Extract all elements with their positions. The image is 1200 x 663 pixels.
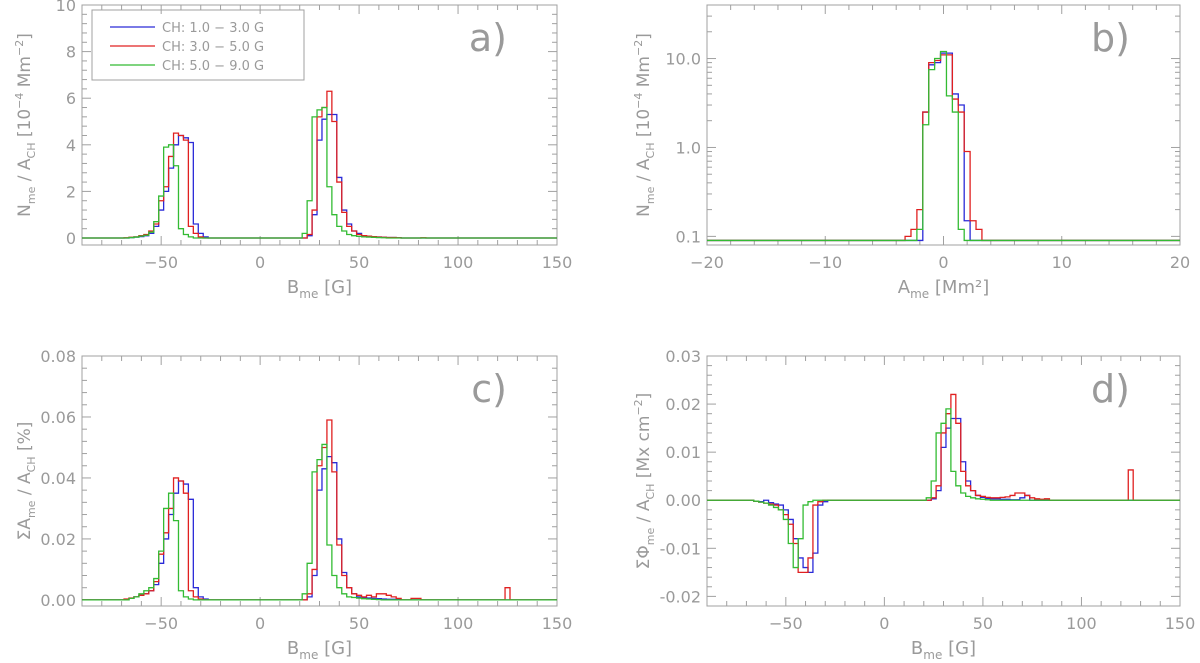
legend-label: CH: 5.0 − 9.0 G xyxy=(162,59,264,74)
y-tick-label: 0.04 xyxy=(40,469,76,488)
series-3.0-5.0 xyxy=(707,393,1180,573)
y-tick-label: 0.02 xyxy=(665,395,701,414)
x-tick-label: 50 xyxy=(349,614,369,633)
x-tick-label: 0 xyxy=(938,253,948,272)
y-axis-label: ΣAme / ACH [%] xyxy=(15,422,38,541)
series-group xyxy=(82,90,557,239)
x-tick-label: 150 xyxy=(542,614,573,633)
panel-b: −20 −10 0 10 20 0.1 1.0 10.0 Ame [Mm²] Nme / ACH … xyxy=(632,4,1190,301)
y-tick-label: 1.0 xyxy=(676,138,701,157)
series-1.0-3.0 xyxy=(707,417,1180,573)
y-tick-label: 10.0 xyxy=(665,50,701,69)
y-tick-label: 0.06 xyxy=(40,408,76,427)
x-tick-label: 50 xyxy=(349,253,369,272)
y-tick-label: -0.02 xyxy=(660,587,701,606)
x-tick-label: −50 xyxy=(144,253,178,272)
series-group xyxy=(707,50,1180,242)
y-tick-label: 2 xyxy=(66,182,76,201)
legend-label: CH: 3.0 − 5.0 G xyxy=(162,40,264,55)
series-5.0-9.0 xyxy=(82,106,557,239)
x-tick-label: 100 xyxy=(443,614,474,633)
series-1.0-3.0 xyxy=(82,113,557,239)
y-tick-label: 0.1 xyxy=(676,227,701,246)
x-tick-label: −50 xyxy=(144,614,178,633)
x-tick-label: −10 xyxy=(808,253,842,272)
x-tick-label: 0 xyxy=(255,253,265,272)
x-tick-label: 10 xyxy=(1052,253,1072,272)
legend-label: CH: 1.0 − 3.0 G xyxy=(162,21,264,36)
x-tick-label: 0 xyxy=(255,614,265,633)
series-3.0-5.0 xyxy=(707,54,1180,242)
series-1.0-3.0 xyxy=(707,52,1180,242)
y-axis-label: Nme / ACH [10−4 Mm−2] xyxy=(13,33,38,217)
x-axis-label: Ame [Mm²] xyxy=(898,277,989,301)
y-axis-label: ΣΦme / ACH [Mx cm−2] xyxy=(632,393,657,570)
panel-d: −50 0 50 100 150 -0.02 -0.01 0.00 0.01 0.02 0.03 Bm… xyxy=(632,347,1195,662)
y-tick-label: 0.02 xyxy=(40,530,76,549)
y-tick-label: 8 xyxy=(66,43,76,62)
series-3.0-5.0 xyxy=(82,419,557,601)
x-tick-label: 100 xyxy=(443,253,474,272)
series-group xyxy=(707,393,1180,573)
x-tick-label: 150 xyxy=(1165,614,1196,633)
panel-label: c) xyxy=(471,367,507,411)
y-tick-label: 0.08 xyxy=(40,347,76,366)
y-tick-label: 0.03 xyxy=(665,347,701,366)
x-tick-label: 50 xyxy=(973,614,993,633)
x-tick-label: −20 xyxy=(690,253,724,272)
series-5.0-9.0 xyxy=(707,408,1180,569)
panel-label: d) xyxy=(1091,367,1130,411)
x-tick-label: 0 xyxy=(879,614,889,633)
series-5.0-9.0 xyxy=(82,443,557,601)
y-tick-label: -0.01 xyxy=(660,539,701,558)
x-axis-label: Bme [G] xyxy=(287,638,352,662)
x-axis-label: Bme [G] xyxy=(911,638,976,662)
y-tick-label: 6 xyxy=(66,89,76,108)
x-tick-label: 20 xyxy=(1170,253,1190,272)
series-group xyxy=(82,419,557,601)
x-tick-label: −50 xyxy=(769,614,803,633)
y-tick-label: 10 xyxy=(56,0,76,15)
x-axis-label: Bme [G] xyxy=(287,277,352,301)
x-tick-label: 100 xyxy=(1066,614,1097,633)
legend-box xyxy=(91,9,305,81)
series-3.0-5.0 xyxy=(82,90,557,239)
y-tick-label: 0.00 xyxy=(40,591,76,610)
legend: CH: 1.0 − 3.0 G CH: 3.0 − 5.0 G CH: 5.0 − … xyxy=(91,9,305,81)
y-tick-label: 0.00 xyxy=(665,491,701,510)
panel-a: −50 0 50 100 150 0 2 4 6 8 10 Bme [G] Nme / ACH [10−… xyxy=(13,0,572,301)
panel-label: a) xyxy=(469,16,507,60)
y-tick-label: 0 xyxy=(66,229,76,248)
panel-label: b) xyxy=(1091,16,1130,60)
y-tick-label: 4 xyxy=(66,136,76,155)
y-axis-label: Nme / ACH [10−4 Mm−2] xyxy=(632,33,657,217)
series-5.0-9.0 xyxy=(707,50,1180,242)
panel-c: −50 0 50 100 150 0.00 0.02 0.04 0.06 0.08 Bme [G] Σ… xyxy=(15,347,572,662)
y-tick-label: 0.01 xyxy=(665,443,701,462)
x-tick-label: 150 xyxy=(542,253,573,272)
